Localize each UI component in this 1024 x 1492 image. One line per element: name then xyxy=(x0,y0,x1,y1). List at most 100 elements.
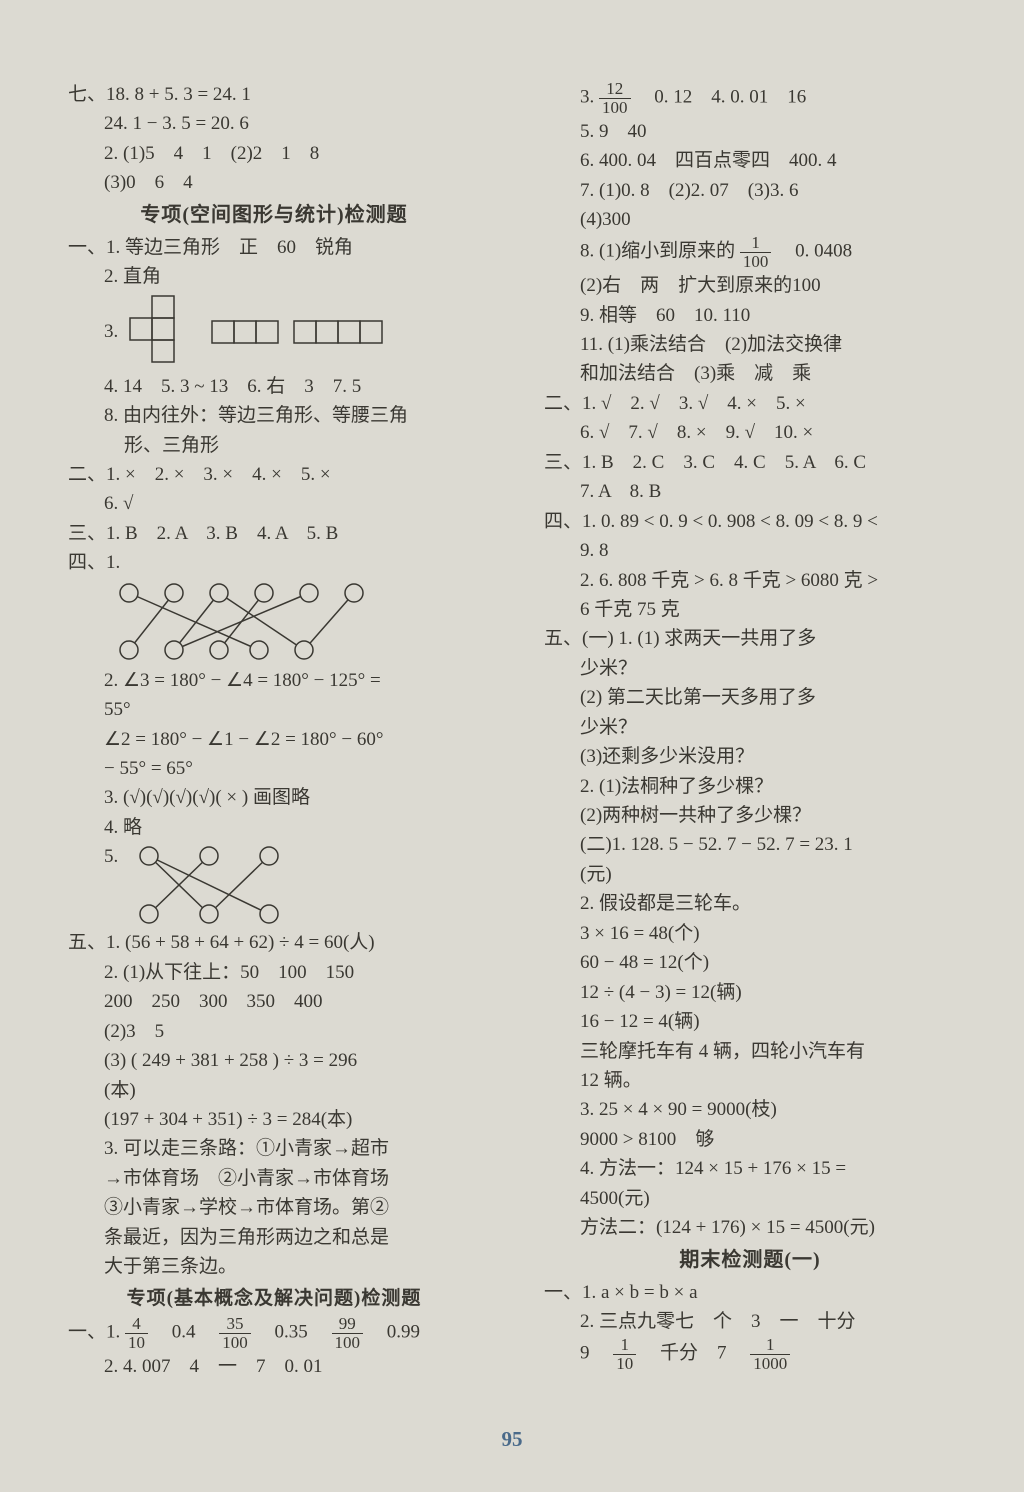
line: 4. 略 xyxy=(56,813,492,842)
line: 9. 相等 60 10. 110 xyxy=(532,301,968,330)
line: 2. 直角 xyxy=(56,262,492,291)
line: (二)1. 128. 5 − 52. 7 − 52. 7 = 23. 1 xyxy=(532,830,968,859)
line: 3. xyxy=(56,292,492,372)
line: 4500(元) xyxy=(532,1184,968,1213)
line: 一、1. a × b = b × a xyxy=(532,1278,968,1307)
fraction: 11000 xyxy=(750,1336,790,1373)
line: (3) ( 249 + 381 + 258 ) ÷ 3 = 296 xyxy=(56,1046,492,1075)
line: (4)300 xyxy=(532,205,968,234)
line: 3. 25 × 4 × 90 = 9000(枝) xyxy=(532,1095,968,1124)
section-heading: 期末检测题(一) xyxy=(532,1245,968,1276)
line: 5. xyxy=(56,842,492,928)
section-heading: 专项(基本概念及解决问题)检测题 xyxy=(56,1284,492,1313)
line: 2. ∠3 = 180° − ∠4 = 180° − 125° = xyxy=(56,666,492,695)
line: 2. 4. 007 4 一 7 0. 01 xyxy=(56,1352,492,1381)
line: 2. 三点九零七 个 3 一 十分 xyxy=(532,1307,968,1336)
fraction: 35100 xyxy=(219,1315,251,1352)
line: 4. 方法一：124 × 15 + 176 × 15 = xyxy=(532,1154,968,1183)
line: 二、1. × 2. × 3. × 4. × 5. × xyxy=(56,460,492,489)
line: 55° xyxy=(56,695,492,724)
line: 4. 14 5. 3 ~ 13 6. 右 3 7. 5 xyxy=(56,372,492,401)
line: ③小青家→学校→市体育场。第② xyxy=(56,1193,492,1222)
line: 方法二：(124 + 176) × 15 = 4500(元) xyxy=(532,1213,968,1242)
line: (2)3 5 xyxy=(56,1017,492,1046)
line: 5. 9 40 xyxy=(532,117,968,146)
text: 3. xyxy=(580,87,599,108)
line: 2. (1)从下往上：50 100 150 xyxy=(56,958,492,987)
matching-diagram-1 xyxy=(56,578,492,666)
line: 9 110 千分 7 11000 xyxy=(532,1336,968,1373)
text: 0. 0408 xyxy=(776,241,852,262)
right-column: 3. 12100 0. 12 4. 0. 01 16 5. 9 40 6. 40… xyxy=(524,80,968,1381)
line: 五、(一) 1. (1) 求两天一共用了多 xyxy=(532,624,968,653)
line: 大于第三条边。 xyxy=(56,1252,492,1281)
line: 9000 > 8100 够 xyxy=(532,1125,968,1154)
line: →市体育场 ②小青家→市体育场 xyxy=(56,1164,492,1193)
line: 三、1. B 2. C 3. C 4. C 5. A 6. C xyxy=(532,448,968,477)
line: 七、18. 8 + 5. 3 = 24. 1 xyxy=(56,80,492,109)
line: 7. (1)0. 8 (2)2. 07 (3)3. 6 xyxy=(532,176,968,205)
line: 三轮摩托车有 4 辆，四轮小汽车有 xyxy=(532,1037,968,1066)
line: ∠2 = 180° − ∠1 − ∠2 = 180° − 60° xyxy=(56,725,492,754)
line: 60 − 48 = 12(个) xyxy=(532,948,968,977)
line: 五、1. (56 + 58 + 64 + 62) ÷ 4 = 60(人) xyxy=(56,928,492,957)
line: (本) xyxy=(56,1076,492,1105)
text: 千分 7 xyxy=(641,1343,746,1364)
line: (197 + 304 + 351) ÷ 3 = 284(本) xyxy=(56,1105,492,1134)
line: 少米？ xyxy=(532,713,968,742)
text: 9 xyxy=(580,1343,609,1364)
line: 2. (1)5 4 1 (2)2 1 8 xyxy=(56,139,492,168)
line: 3. 可以走三条路：①小青家→超市 xyxy=(56,1134,492,1163)
line: 6 千克 75 克 xyxy=(532,595,968,624)
fraction: 12100 xyxy=(599,80,631,117)
page-number: 95 xyxy=(0,1423,1024,1456)
line: 6. 400. 04 四百点零四 400. 4 xyxy=(532,146,968,175)
boxes-2 xyxy=(292,319,390,345)
text: 0.4 xyxy=(153,1322,215,1343)
line: 形、三角形 xyxy=(56,431,492,460)
line: 8. (1)缩小到原来的 1100 0. 0408 xyxy=(532,234,968,271)
line: 条最近，因为三角形两边之和总是 xyxy=(56,1223,492,1252)
label: 5. xyxy=(104,842,118,871)
line: (2) 第二天比第一天多用了多 xyxy=(532,683,968,712)
line: 24. 1 − 3. 5 = 20. 6 xyxy=(56,109,492,138)
label: 3. xyxy=(104,317,118,346)
text: 0.99 xyxy=(368,1322,420,1343)
text: 一、1. xyxy=(68,1322,120,1343)
matching-diagram-2 xyxy=(124,842,294,928)
text: 0. 12 4. 0. 01 16 xyxy=(635,87,806,108)
line: 2. (1)法桐种了多少棵？ xyxy=(532,772,968,801)
line: 16 − 12 = 4(辆) xyxy=(532,1007,968,1036)
line: 二、1. √ 2. √ 3. √ 4. × 5. × xyxy=(532,389,968,418)
fraction: 99100 xyxy=(332,1315,364,1352)
line: − 55° = 65° xyxy=(56,754,492,783)
line: (2)右 两 扩大到原来的100 xyxy=(532,271,968,300)
line: 3 × 16 = 48(个) xyxy=(532,919,968,948)
line: 12 辆。 xyxy=(532,1066,968,1095)
line: 7. A 8. B xyxy=(532,477,968,506)
section-heading: 专项(空间图形与统计)检测题 xyxy=(56,200,492,231)
fraction: 410 xyxy=(125,1315,148,1352)
text: 0.35 xyxy=(256,1322,327,1343)
line: (元) xyxy=(532,860,968,889)
text: 8. (1)缩小到原来的 xyxy=(580,241,735,262)
fraction: 110 xyxy=(613,1336,636,1373)
boxes-1 xyxy=(210,319,286,345)
line: 少米？ xyxy=(532,654,968,683)
line: 9. 8 xyxy=(532,536,968,565)
line: 四、1. xyxy=(56,548,492,577)
line: (3)0 6 4 xyxy=(56,168,492,197)
left-column: 七、18. 8 + 5. 3 = 24. 1 24. 1 − 3. 5 = 20… xyxy=(56,80,492,1381)
line: 12 ÷ (4 − 3) = 12(辆) xyxy=(532,978,968,1007)
line: 和加法结合 (3)乘 减 乘 xyxy=(532,359,968,388)
fraction: 1100 xyxy=(740,234,772,271)
line: 200 250 300 350 400 xyxy=(56,987,492,1016)
line: 2. 假设都是三轮车。 xyxy=(532,889,968,918)
line: 2. 6. 808 千克 > 6. 8 千克 > 6080 克 > xyxy=(532,566,968,595)
net-diagram xyxy=(124,292,204,372)
line: 一、1. 等边三角形 正 60 锐角 xyxy=(56,233,492,262)
line: (3)还剩多少米没用？ xyxy=(532,742,968,771)
line: 三、1. B 2. A 3. B 4. A 5. B xyxy=(56,519,492,548)
line: 8. 由内往外：等边三角形、等腰三角 xyxy=(56,401,492,430)
line: 11. (1)乘法结合 (2)加法交换律 xyxy=(532,330,968,359)
